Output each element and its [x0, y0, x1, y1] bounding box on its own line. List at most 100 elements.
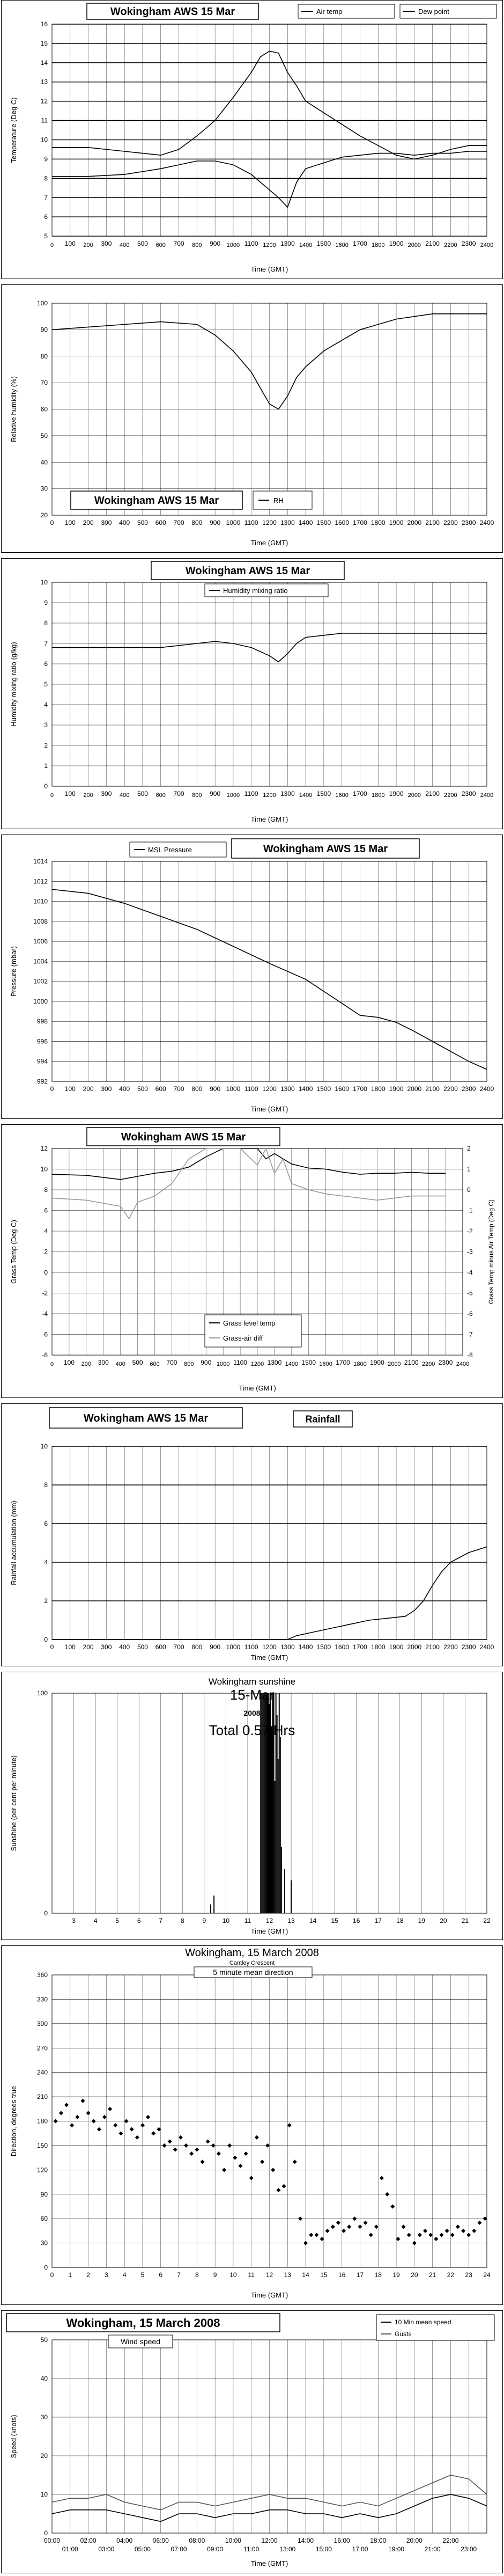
x-tick-label: 22: [483, 1917, 491, 1924]
x-tick-label: 500: [137, 1643, 148, 1651]
x-tick-label: 100: [64, 1359, 75, 1366]
x-tick-label: 300: [101, 1643, 112, 1651]
x-tick-label: 1900: [389, 1643, 404, 1651]
x-tick-label: 2100: [425, 519, 440, 526]
y-tick-label: 8: [44, 1481, 48, 1489]
x-tick-label-upper: 1600: [335, 242, 348, 248]
scatter-point: [91, 2119, 96, 2124]
x-tick-label: 600: [155, 1643, 166, 1651]
x-tick-label: 12: [266, 2271, 273, 2279]
y-tick-label: 14: [41, 59, 48, 67]
scatter-point: [477, 2220, 482, 2225]
scatter-point: [124, 2119, 129, 2124]
x-tick-label-upper: 2200: [444, 792, 457, 799]
series-line-1: [51, 2494, 487, 2522]
x-tick-label: 1700: [353, 519, 367, 526]
y-tick-label: -2: [42, 1290, 48, 1297]
sunshine-bar: [270, 1693, 271, 1913]
y-tick-label: -4: [42, 1310, 48, 1318]
x-tick-label: 19: [392, 2271, 400, 2279]
scatter-point: [461, 2228, 466, 2233]
x-tick-label: 4: [123, 2271, 127, 2279]
x-tick-label: 15: [320, 2271, 328, 2279]
series-line-1: [51, 1148, 446, 1180]
x-tick-label: 14: [309, 1917, 317, 1924]
x-tick-label: 12: [266, 1917, 273, 1924]
scatter-point: [102, 2114, 107, 2119]
scatter-point: [390, 2204, 395, 2209]
x-tick-label: 14: [302, 2271, 309, 2279]
scatter-point: [140, 2123, 145, 2128]
x-tick-label-upper: 2000: [408, 242, 421, 248]
x-tick-label-upper: 1200: [251, 1361, 264, 1367]
legend-box: [376, 2314, 495, 2341]
chart-subtitle: Rainfall: [305, 1414, 340, 1424]
y-tick-label: 30: [41, 485, 48, 493]
x-tick-label: 400: [119, 1643, 130, 1651]
x-tick-label: 2100: [425, 1085, 440, 1093]
scatter-point: [58, 2111, 63, 2116]
x-tick-label: 16:00: [334, 2537, 350, 2544]
x-tick-label-upper: 600: [156, 792, 166, 799]
scatter-point: [80, 2098, 85, 2103]
scatter-point: [303, 2241, 308, 2245]
y-tick-label: 270: [37, 2044, 48, 2052]
y2-tick-label: 2: [467, 1145, 471, 1152]
x-tick-label: 2100: [425, 1643, 440, 1651]
chart-title: Wokingham, 15 March 2008: [185, 1947, 319, 1959]
x-axis-label: Time (GMT): [251, 265, 288, 273]
x-tick-label: 7: [177, 2271, 181, 2279]
x-tick-label-upper: 1200: [263, 242, 276, 248]
x-tick-label: 1900: [389, 1085, 404, 1093]
scatter-point: [189, 2151, 194, 2156]
chart-subtitle-box: [293, 1410, 353, 1428]
series-line-1: [52, 633, 487, 663]
x-tick-label-lower: 13:00: [279, 2545, 295, 2553]
x-tick-label-upper: 800: [192, 792, 202, 799]
total-label: Total 0.57 Hrs: [209, 1722, 295, 1738]
scatter-point: [466, 2233, 471, 2237]
x-tick-label: 1900: [389, 519, 404, 526]
chart-svg: 0 10 20 30 40 50 00:00 02:00 04:00 06:00 08:00 10:0…: [1, 2310, 503, 2573]
y-axis-label: Direction, degrees true: [10, 2086, 18, 2157]
x-tick-label: 100: [65, 1085, 76, 1093]
scatter-point: [292, 2160, 297, 2164]
chart-subtitle: Cantley Crescent: [229, 1960, 275, 1966]
scatter-point: [200, 2160, 205, 2164]
x-tick-label: 13: [284, 2271, 292, 2279]
x-tick-label: 1500: [317, 1643, 331, 1651]
y-tick-label: 240: [37, 2069, 48, 2076]
y-tick-label: 15: [41, 40, 48, 47]
x-tick-label-upper: 2200: [444, 242, 457, 248]
y-tick-label: 16: [41, 20, 48, 28]
x-tick-label: 17: [357, 2271, 364, 2279]
sunshine-bar: [262, 1693, 264, 1913]
scatter-point: [135, 2135, 139, 2140]
year-label: 2008: [243, 1709, 260, 1717]
chart-panel-1: 5 6 7 8 9 10 11 12 13 14 15 16 100 300 500 700 900 1100 13…: [1, 0, 503, 279]
x-axis-label: Time (GMT): [251, 1927, 288, 1935]
y-tick-label: 6: [44, 213, 48, 221]
chart-panel-8: 0 30 60 90 120 150 180 210 240 270 300 330 360 0 1 2 3 4 5…: [1, 1945, 503, 2305]
x-tick-label: 24: [483, 2271, 491, 2279]
series-line-1: [52, 50, 487, 160]
chart-title: Wokingham AWS 15 Mar: [121, 1131, 246, 1143]
x-tick-label-upper: 600: [150, 1361, 159, 1367]
y-tick-label: 10: [41, 136, 48, 143]
x-tick-label: 100: [65, 790, 76, 797]
y-tick-label: 40: [41, 458, 48, 466]
scatter-point: [178, 2135, 183, 2140]
scatter-point: [249, 2176, 254, 2180]
legend-label: Grass level temp: [223, 1319, 276, 1327]
chart-subtitle: 15-Mar: [230, 1687, 275, 1703]
x-tick-label: 2100: [425, 240, 440, 247]
x-tick-label: 300: [101, 1085, 112, 1093]
x-tick-label: 08:00: [189, 2537, 205, 2544]
scatter-point: [455, 2224, 460, 2229]
sunshine-bar: [284, 1869, 285, 1913]
x-tick-label: 0: [50, 1643, 54, 1651]
x-tick-label: 16: [338, 2271, 346, 2279]
